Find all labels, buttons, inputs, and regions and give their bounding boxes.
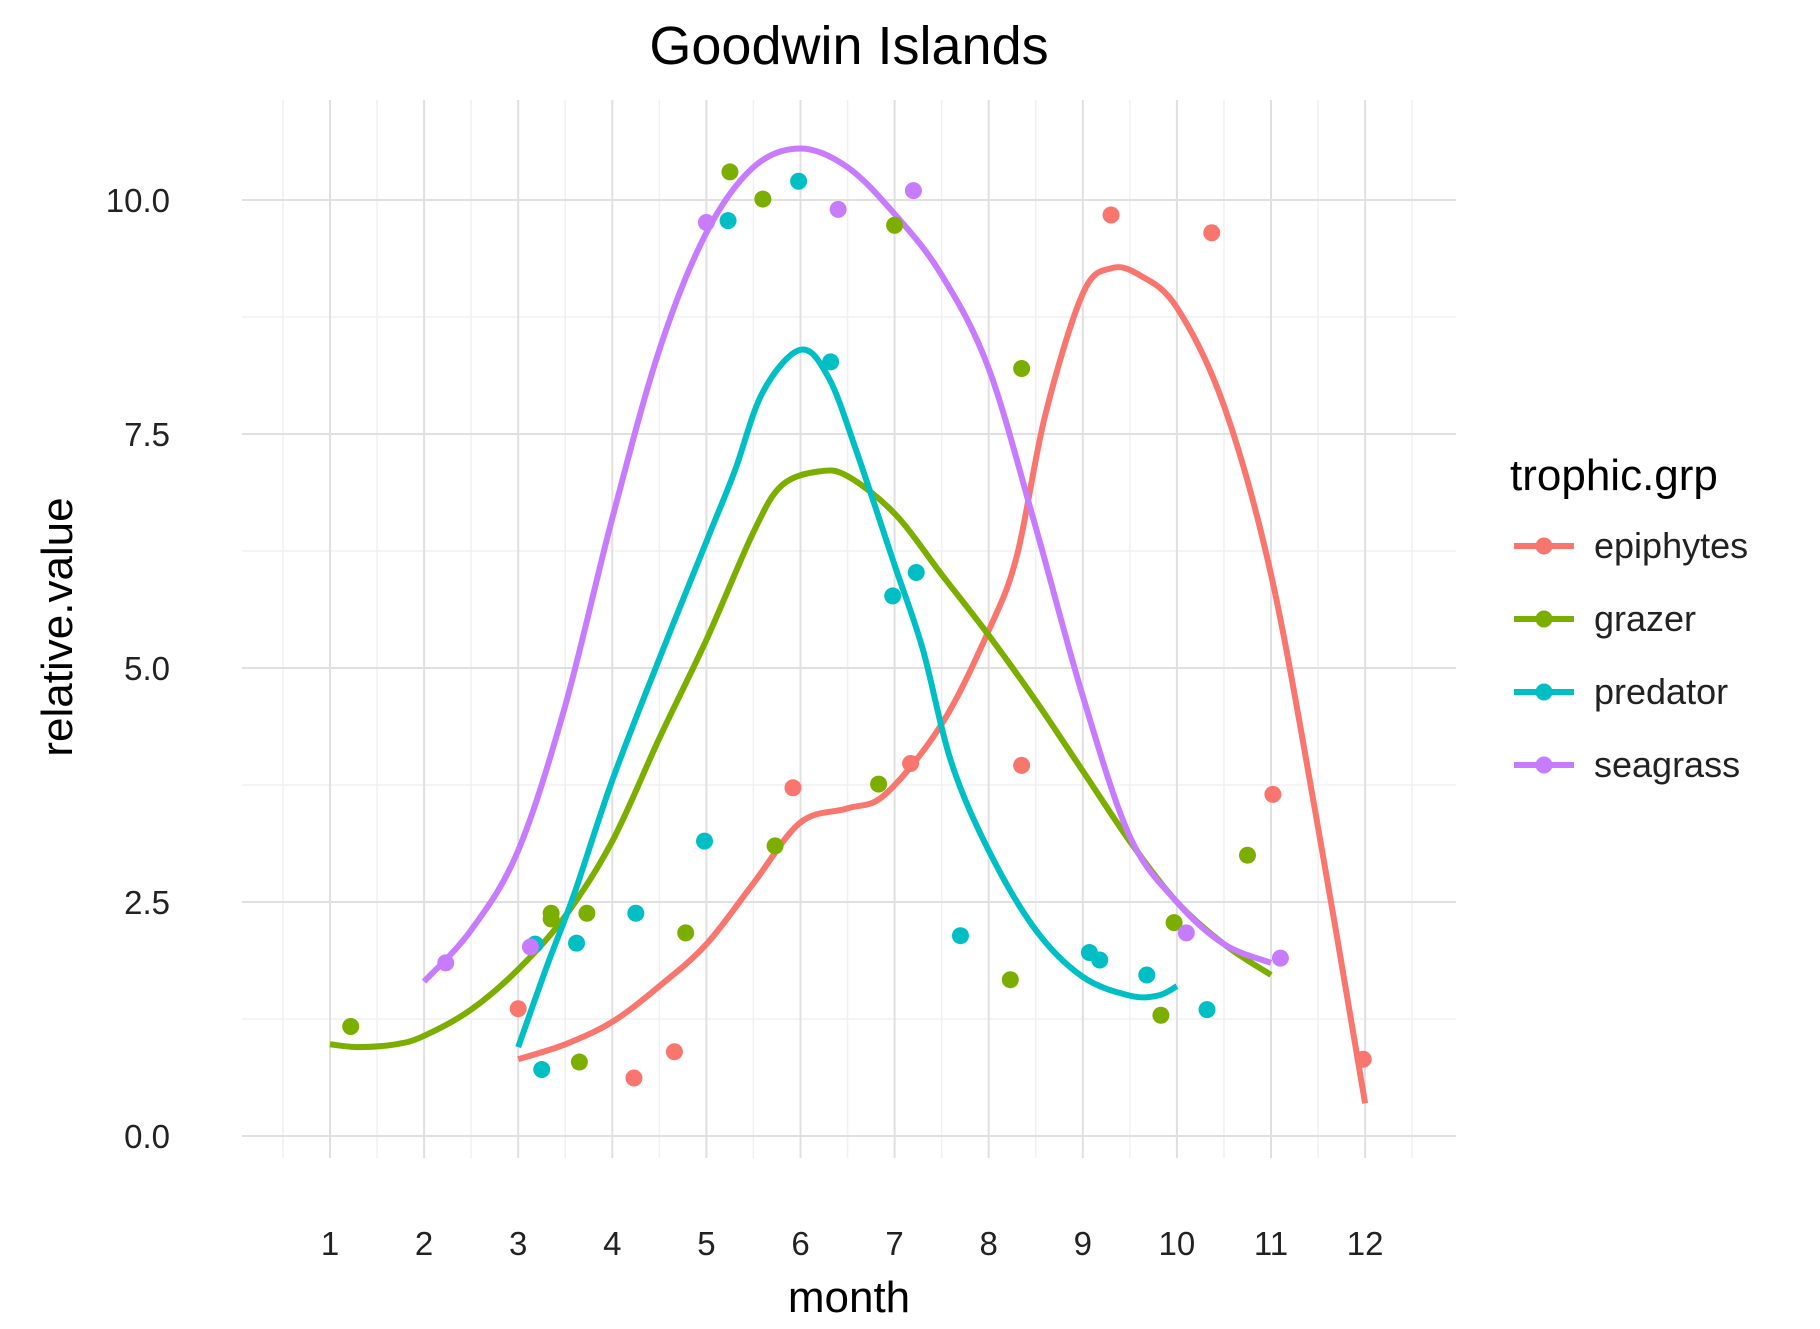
x-axis-label: month: [788, 1273, 910, 1322]
grid: [242, 100, 1456, 1158]
legend-items: epiphytes grazer predator seagrass: [1514, 525, 1748, 785]
point-grazer: [1165, 914, 1183, 932]
x-tick-label: 1: [321, 1225, 339, 1262]
x-tick-label: 10: [1159, 1225, 1196, 1262]
y-tick-label: 0.0: [124, 1118, 170, 1155]
point-grazer: [886, 216, 904, 234]
x-tick-label: 11: [1254, 1225, 1288, 1262]
point-epiphytes: [1102, 206, 1120, 224]
x-tick-label: 6: [791, 1225, 809, 1262]
point-predator: [790, 172, 808, 190]
legend-title: trophic.grp: [1510, 451, 1718, 500]
y-axis-label: relative.value: [33, 497, 82, 756]
point-predator: [1091, 951, 1109, 969]
point-grazer: [677, 924, 695, 942]
legend-label-seagrass: seagrass: [1594, 744, 1740, 785]
point-epiphytes: [1354, 1050, 1372, 1068]
point-grazer: [1152, 1006, 1170, 1024]
point-seagrass: [1177, 924, 1195, 942]
point-seagrass: [437, 954, 455, 972]
point-epiphytes: [1013, 756, 1031, 774]
point-grazer: [342, 1017, 360, 1035]
point-grazer: [1013, 359, 1031, 377]
y-tick-label: 2.5: [124, 884, 170, 921]
point-epiphytes: [665, 1043, 683, 1061]
smooth-line-grazer: [329, 467, 1273, 1051]
point-predator: [627, 904, 645, 922]
legend-key-point-grazer: [1535, 610, 1553, 628]
point-predator: [533, 1061, 551, 1079]
point-epiphytes: [1264, 785, 1282, 803]
point-grazer: [1238, 846, 1256, 864]
point-predator: [719, 212, 737, 230]
y-tick-label: 10.0: [106, 182, 170, 219]
x-tick-label: 7: [885, 1225, 903, 1262]
point-grazer: [1001, 971, 1019, 989]
x-tick-label: 8: [980, 1225, 998, 1262]
x-tick-labels: 1 2 3 4 5 6 7 8 9 10 11 12: [321, 1225, 1384, 1262]
point-epiphytes: [784, 779, 802, 797]
point-grazer: [721, 163, 739, 181]
smooth-line-predator: [515, 346, 1179, 1049]
x-tick-label: 9: [1074, 1225, 1092, 1262]
point-seagrass: [904, 182, 922, 200]
x-tick-label: 2: [415, 1225, 433, 1262]
point-grazer: [542, 904, 560, 922]
point-predator: [1198, 1001, 1216, 1019]
chart-title: Goodwin Islands: [649, 16, 1048, 76]
y-tick-label: 5.0: [124, 650, 170, 687]
point-predator: [696, 832, 714, 850]
point-epiphytes: [1203, 224, 1221, 242]
legend-key-point-seagrass: [1535, 756, 1553, 774]
point-epiphytes: [625, 1069, 643, 1087]
point-seagrass: [697, 213, 715, 231]
legend-label-grazer: grazer: [1594, 598, 1696, 639]
smooth-line-seagrass: [421, 145, 1273, 984]
point-grazer: [570, 1053, 588, 1071]
point-seagrass: [829, 200, 847, 218]
legend: trophic.grp epiphytes grazer predator seagr…: [1510, 451, 1748, 785]
smooth-curves: [329, 145, 1369, 1104]
y-tick-label: 7.5: [124, 416, 170, 453]
point-grazer: [578, 904, 596, 922]
point-seagrass: [521, 938, 539, 956]
point-grazer: [766, 837, 784, 855]
point-predator: [568, 934, 586, 952]
y-tick-labels: 0.0 2.5 5.0 7.5 10.0: [106, 182, 170, 1155]
x-tick-label: 12: [1347, 1225, 1384, 1262]
point-seagrass: [1271, 949, 1289, 967]
x-tick-label: 4: [603, 1225, 621, 1262]
point-predator: [1138, 966, 1156, 984]
point-epiphytes: [509, 1000, 527, 1018]
point-predator: [822, 353, 840, 371]
point-predator: [907, 564, 925, 582]
x-tick-label: 5: [697, 1225, 715, 1262]
point-epiphytes: [902, 754, 920, 772]
legend-key-point-epiphytes: [1535, 537, 1553, 555]
smooth-line-epiphytes: [517, 264, 1369, 1104]
point-grazer: [870, 775, 888, 793]
point-predator: [951, 927, 969, 945]
legend-label-predator: predator: [1594, 671, 1728, 712]
legend-key-point-predator: [1535, 683, 1553, 701]
data-points: [342, 163, 1372, 1087]
point-predator: [884, 587, 902, 605]
x-tick-label: 3: [509, 1225, 527, 1262]
legend-label-epiphytes: epiphytes: [1594, 525, 1748, 566]
point-grazer: [754, 190, 772, 208]
